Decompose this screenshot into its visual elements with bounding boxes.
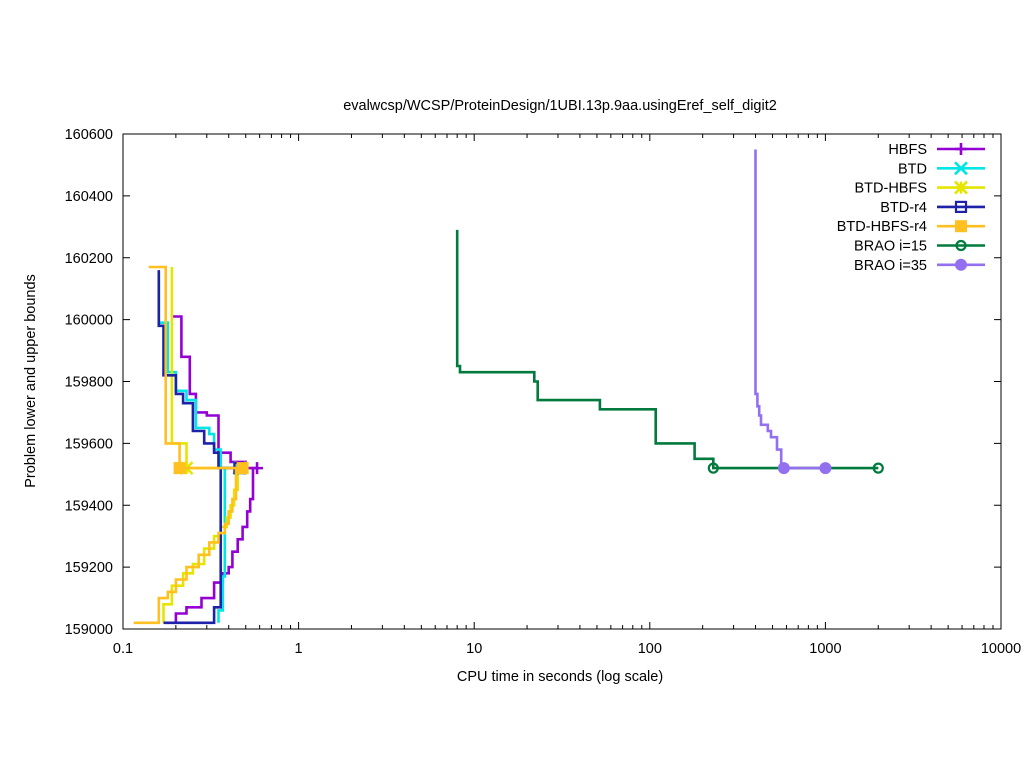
series-point-marker xyxy=(251,462,264,475)
x-tick-label: 10000 xyxy=(981,641,1021,657)
series-0 xyxy=(171,315,264,623)
x-tick-label: 10 xyxy=(466,641,482,657)
x-axis-label: CPU time in seconds (log scale) xyxy=(457,669,663,685)
series-lower-bound-line xyxy=(133,468,238,625)
legend-label: HBFS xyxy=(888,142,927,158)
series-lower-bound-line xyxy=(174,468,255,623)
legend-marker xyxy=(955,143,967,155)
y-axis-label: Problem lower and upper bounds xyxy=(23,274,39,488)
legend-label: BTD-HBFS xyxy=(855,181,928,197)
legend-label: BTD-r4 xyxy=(880,200,927,216)
series-layer xyxy=(133,149,884,625)
y-tick-label: 160000 xyxy=(65,313,113,329)
legend-marker xyxy=(954,200,968,213)
series-upper-bound-line xyxy=(157,273,240,470)
legend-label: BTD-HBFS-r4 xyxy=(837,219,927,235)
legend-marker xyxy=(954,161,968,176)
series-2 xyxy=(162,267,248,623)
x-tick-label: 100 xyxy=(638,641,662,657)
series-point-marker xyxy=(707,462,719,474)
y-tick-label: 160400 xyxy=(65,189,113,205)
y-tick-label: 159600 xyxy=(65,436,113,452)
series-point-marker xyxy=(777,462,790,475)
y-tick-label: 159000 xyxy=(65,622,113,638)
x-tick-label: 0.1 xyxy=(113,641,133,657)
plot-frame xyxy=(122,133,1002,630)
series-point-marker xyxy=(872,462,884,474)
y-tick-label: 159200 xyxy=(65,560,113,576)
series-6 xyxy=(754,149,832,475)
legend-label: BRAO i=35 xyxy=(854,258,927,274)
chart-title: evalwcsp/WCSP/ProteinDesign/1UBI.13p.9aa… xyxy=(343,98,777,114)
series-upper-bound-line xyxy=(170,267,241,470)
y-tick-label: 159400 xyxy=(65,498,113,514)
series-point-marker xyxy=(819,462,832,475)
x-tick-label: 1 xyxy=(295,641,303,657)
x-tick-label: 1000 xyxy=(809,641,841,657)
y-tick-label: 160200 xyxy=(65,251,113,267)
y-tick-label: 160600 xyxy=(65,127,113,143)
series-point-marker xyxy=(236,462,249,475)
legend-label: BRAO i=15 xyxy=(854,239,927,255)
axes-layer: 0.1 1 10 100 1000 10000 159000 159200 159400 1596… xyxy=(65,127,1022,657)
series-upper-bound-line xyxy=(157,270,240,470)
legend: HBFS BTD BTD-HBFS BTD-r4 BTD-HBFS-r4 BRAO i=1… xyxy=(837,142,985,274)
legend-marker xyxy=(954,180,968,195)
series-lower-bound-line xyxy=(217,468,227,623)
series-lower-bound-line xyxy=(163,468,222,625)
series-4 xyxy=(133,265,249,625)
legend-label: BTD xyxy=(898,161,927,177)
series-point-marker xyxy=(173,462,186,475)
series-upper-bound-line xyxy=(754,149,826,470)
series-upper-bound-line xyxy=(171,315,258,470)
series-upper-bound-line xyxy=(148,265,243,470)
series-upper-bound-line xyxy=(455,229,879,470)
series-5 xyxy=(455,229,884,474)
legend-marker xyxy=(955,220,967,233)
y-tick-label: 159800 xyxy=(65,375,113,391)
legend-marker xyxy=(955,258,967,271)
legend-marker xyxy=(955,239,967,252)
